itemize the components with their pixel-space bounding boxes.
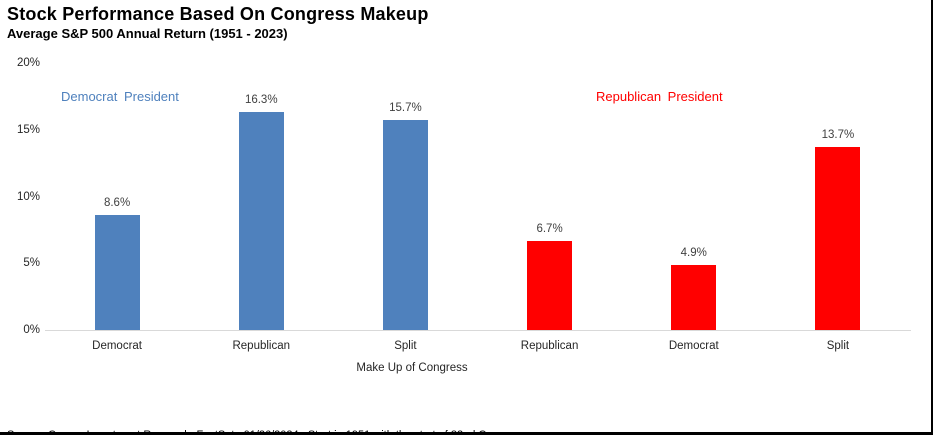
bar-value-label: 16.3% (244, 94, 278, 107)
plot-area: 8.6% Democrat 16.3% Republican 15.7% Split 6.7… (45, 63, 910, 352)
y-axis-tick-label: 5% (23, 257, 40, 270)
bar-value-label: 4.9% (680, 246, 707, 259)
bar-value-label: 13.7% (821, 129, 855, 142)
bar (238, 112, 284, 330)
bar (671, 264, 717, 330)
category-label: Republican (520, 340, 579, 352)
x-axis-title: Make Up of Congress (356, 362, 468, 374)
page-title: Stock Performance Based On Congress Make… (7, 4, 429, 24)
footer: Source: Carson Investment Research, Fact… (7, 398, 526, 435)
x-axis-line (45, 330, 911, 331)
source-text: Source: Carson Investment Research, Fact… (7, 429, 526, 435)
bar-value-label: 8.6% (103, 197, 131, 210)
y-axis-tick-label: 20% (16, 57, 40, 69)
category-label: Democrat (92, 340, 142, 352)
bar (94, 215, 140, 330)
legend-democrat-president: Democrat President (61, 89, 179, 104)
chart-subtitle: Average S&P 500 Annual Return (1951 - 20… (7, 26, 288, 41)
bar-value-label: 15.7% (389, 102, 422, 115)
category-label: Split (394, 340, 417, 352)
y-axis-tick-label: 10% (16, 190, 40, 203)
bar (382, 120, 428, 330)
category-label: Split (826, 340, 850, 352)
y-axis-tick-label: 15% (16, 123, 40, 136)
bar (815, 147, 861, 330)
legend-republican-president: Republican President (596, 89, 723, 104)
bar-value-label: 6.7% (536, 222, 563, 235)
category-label: Democrat (668, 340, 719, 352)
y-axis: 0% 5% 10% 15% 20% (0, 57, 40, 336)
category-label: Republican (232, 340, 291, 352)
y-axis-tick-label: 0% (23, 324, 40, 336)
bar (527, 240, 573, 330)
